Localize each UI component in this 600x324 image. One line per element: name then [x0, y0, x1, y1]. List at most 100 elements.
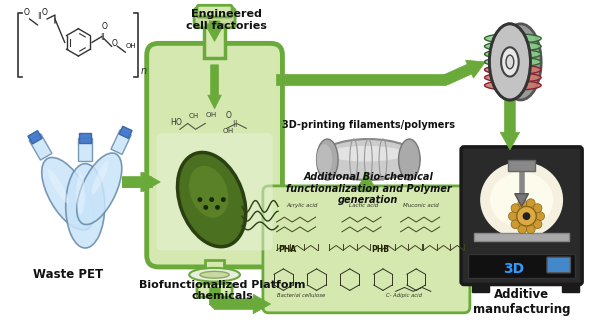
Polygon shape	[141, 172, 158, 192]
Ellipse shape	[506, 55, 514, 69]
Text: Engineered
cell factories: Engineered cell factories	[186, 9, 267, 31]
Ellipse shape	[200, 271, 229, 278]
Bar	[508, 159, 535, 171]
Circle shape	[508, 212, 517, 221]
Circle shape	[209, 197, 214, 202]
FancyBboxPatch shape	[547, 257, 571, 273]
Ellipse shape	[485, 73, 541, 82]
Circle shape	[517, 206, 536, 226]
Bar	[29, 134, 52, 160]
Ellipse shape	[500, 24, 541, 100]
Text: O: O	[102, 22, 107, 31]
Circle shape	[526, 225, 535, 234]
FancyBboxPatch shape	[197, 5, 232, 17]
Text: Waste PET: Waste PET	[32, 268, 103, 281]
Ellipse shape	[65, 164, 105, 248]
Polygon shape	[205, 21, 224, 41]
Circle shape	[536, 212, 545, 221]
FancyBboxPatch shape	[194, 8, 235, 28]
FancyBboxPatch shape	[157, 133, 272, 250]
Text: Lactic acid: Lactic acid	[349, 203, 378, 208]
Ellipse shape	[189, 166, 229, 218]
Polygon shape	[444, 60, 485, 84]
Polygon shape	[209, 299, 220, 309]
Text: $\rm OH$: $\rm OH$	[222, 126, 234, 135]
Ellipse shape	[328, 146, 405, 161]
Circle shape	[533, 220, 542, 229]
Polygon shape	[444, 74, 449, 85]
Circle shape	[221, 197, 226, 202]
Polygon shape	[122, 172, 160, 192]
Text: n: n	[141, 66, 147, 75]
Ellipse shape	[47, 169, 68, 203]
Circle shape	[533, 204, 542, 213]
Ellipse shape	[485, 65, 541, 75]
FancyBboxPatch shape	[147, 43, 283, 267]
Bar	[205, 260, 224, 287]
Text: 3D: 3D	[503, 262, 524, 276]
Polygon shape	[356, 172, 376, 192]
Ellipse shape	[485, 41, 541, 51]
Ellipse shape	[485, 34, 541, 43]
Polygon shape	[500, 99, 520, 150]
Text: Additive
manufacturing: Additive manufacturing	[473, 288, 571, 317]
Circle shape	[197, 197, 202, 202]
FancyBboxPatch shape	[263, 186, 470, 313]
Text: Acrylic acid: Acrylic acid	[286, 203, 318, 208]
Text: $\rm OH$: $\rm OH$	[205, 110, 217, 119]
Text: O: O	[112, 39, 118, 48]
Text: C- Adipic acid: C- Adipic acid	[386, 293, 422, 298]
Bar	[474, 233, 569, 241]
Polygon shape	[515, 194, 529, 206]
Text: $\rm ||$: $\rm ||$	[232, 118, 238, 129]
Ellipse shape	[490, 24, 530, 100]
Ellipse shape	[317, 139, 338, 180]
Text: $\rm CH$: $\rm CH$	[188, 110, 199, 120]
Polygon shape	[275, 74, 446, 85]
Text: O: O	[24, 8, 29, 17]
Text: 3D-printing filaments/polymers: 3D-printing filaments/polymers	[282, 121, 455, 131]
Text: PHB: PHB	[371, 245, 389, 254]
Text: $\rm O$: $\rm O$	[225, 109, 232, 120]
Ellipse shape	[317, 144, 332, 175]
Ellipse shape	[42, 157, 94, 230]
Text: Muconic acid: Muconic acid	[403, 203, 439, 208]
Text: O: O	[41, 8, 47, 17]
Bar	[111, 130, 131, 155]
Circle shape	[518, 199, 527, 208]
Bar	[468, 254, 575, 278]
Text: Bacterial cellulose: Bacterial cellulose	[277, 293, 325, 298]
Bar	[204, 21, 226, 58]
Bar	[78, 138, 92, 161]
Circle shape	[523, 212, 530, 220]
Ellipse shape	[501, 47, 518, 76]
Ellipse shape	[91, 160, 109, 194]
Bar	[472, 283, 490, 292]
Ellipse shape	[485, 57, 541, 67]
Polygon shape	[209, 287, 220, 304]
Circle shape	[511, 204, 520, 213]
FancyBboxPatch shape	[461, 147, 582, 284]
Bar	[28, 131, 42, 144]
Ellipse shape	[490, 172, 553, 227]
Ellipse shape	[485, 49, 541, 59]
Ellipse shape	[490, 24, 530, 100]
Circle shape	[518, 225, 527, 234]
Ellipse shape	[480, 162, 563, 238]
Polygon shape	[122, 177, 152, 187]
Ellipse shape	[398, 139, 420, 180]
Text: Additional Bio-chemical
functionalization and Polymer
generation: Additional Bio-chemical functionalizatio…	[286, 172, 451, 205]
Circle shape	[203, 205, 208, 210]
FancyBboxPatch shape	[197, 284, 232, 297]
Text: PHA: PHA	[278, 245, 296, 254]
Bar	[119, 126, 132, 138]
Text: OH: OH	[125, 43, 136, 49]
Text: $\rm HO$: $\rm HO$	[170, 116, 184, 127]
Circle shape	[215, 205, 220, 210]
Ellipse shape	[485, 80, 541, 90]
Ellipse shape	[189, 268, 240, 282]
Polygon shape	[208, 65, 221, 109]
Text: ||: ||	[100, 33, 104, 40]
Circle shape	[511, 220, 520, 229]
Bar	[79, 133, 91, 143]
